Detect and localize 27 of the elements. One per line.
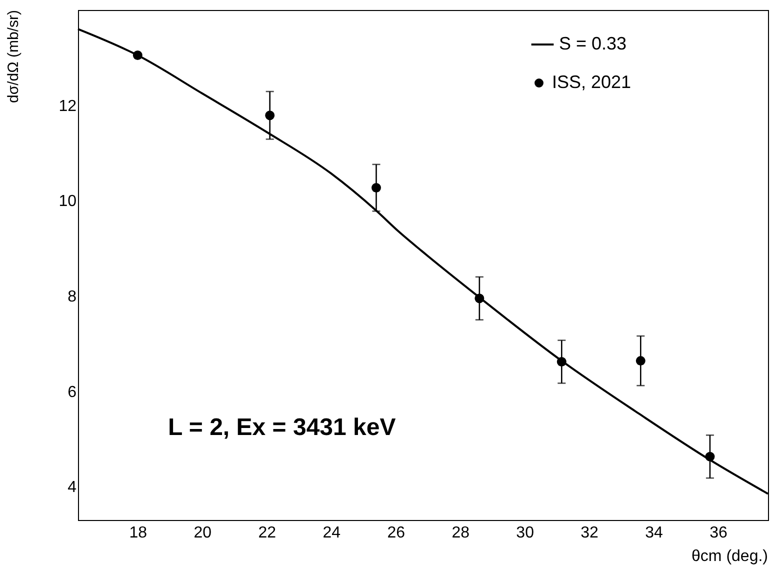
x-tick-label: 28 — [452, 524, 470, 542]
point — [636, 356, 646, 366]
x-tick-label: 32 — [580, 524, 599, 542]
x-tick-label: 34 — [645, 524, 664, 542]
x-tick-label: 22 — [258, 524, 276, 542]
y-tick-label: 6 — [68, 384, 77, 401]
y-tick-label: 4 — [68, 479, 77, 496]
x-tick-label: 26 — [387, 524, 406, 542]
y-tick-label: 10 — [58, 193, 77, 210]
point — [265, 110, 275, 120]
x-tick-label: 18 — [129, 524, 148, 542]
point — [556, 357, 566, 366]
x-axis-title: θcm (deg.) — [692, 548, 768, 565]
legend-label: ISS, 2021 — [552, 72, 632, 92]
x-tick-label: 24 — [322, 524, 341, 542]
y-axis-title: dσ/dΩ (mb/sr) — [5, 10, 22, 103]
point — [705, 452, 715, 462]
point — [372, 183, 381, 193]
x-tick-label: 20 — [194, 524, 212, 542]
point — [474, 294, 484, 304]
legend-label: S = 0.33 — [559, 34, 627, 54]
annotation: L = 2, Ex = 3431 keV — [168, 414, 396, 441]
x-tick-label: 30 — [516, 524, 534, 542]
point — [132, 50, 142, 60]
y-tick-label: 12 — [58, 98, 77, 115]
y-tick-label: 8 — [68, 288, 77, 306]
x-tick-label: 36 — [710, 524, 728, 542]
